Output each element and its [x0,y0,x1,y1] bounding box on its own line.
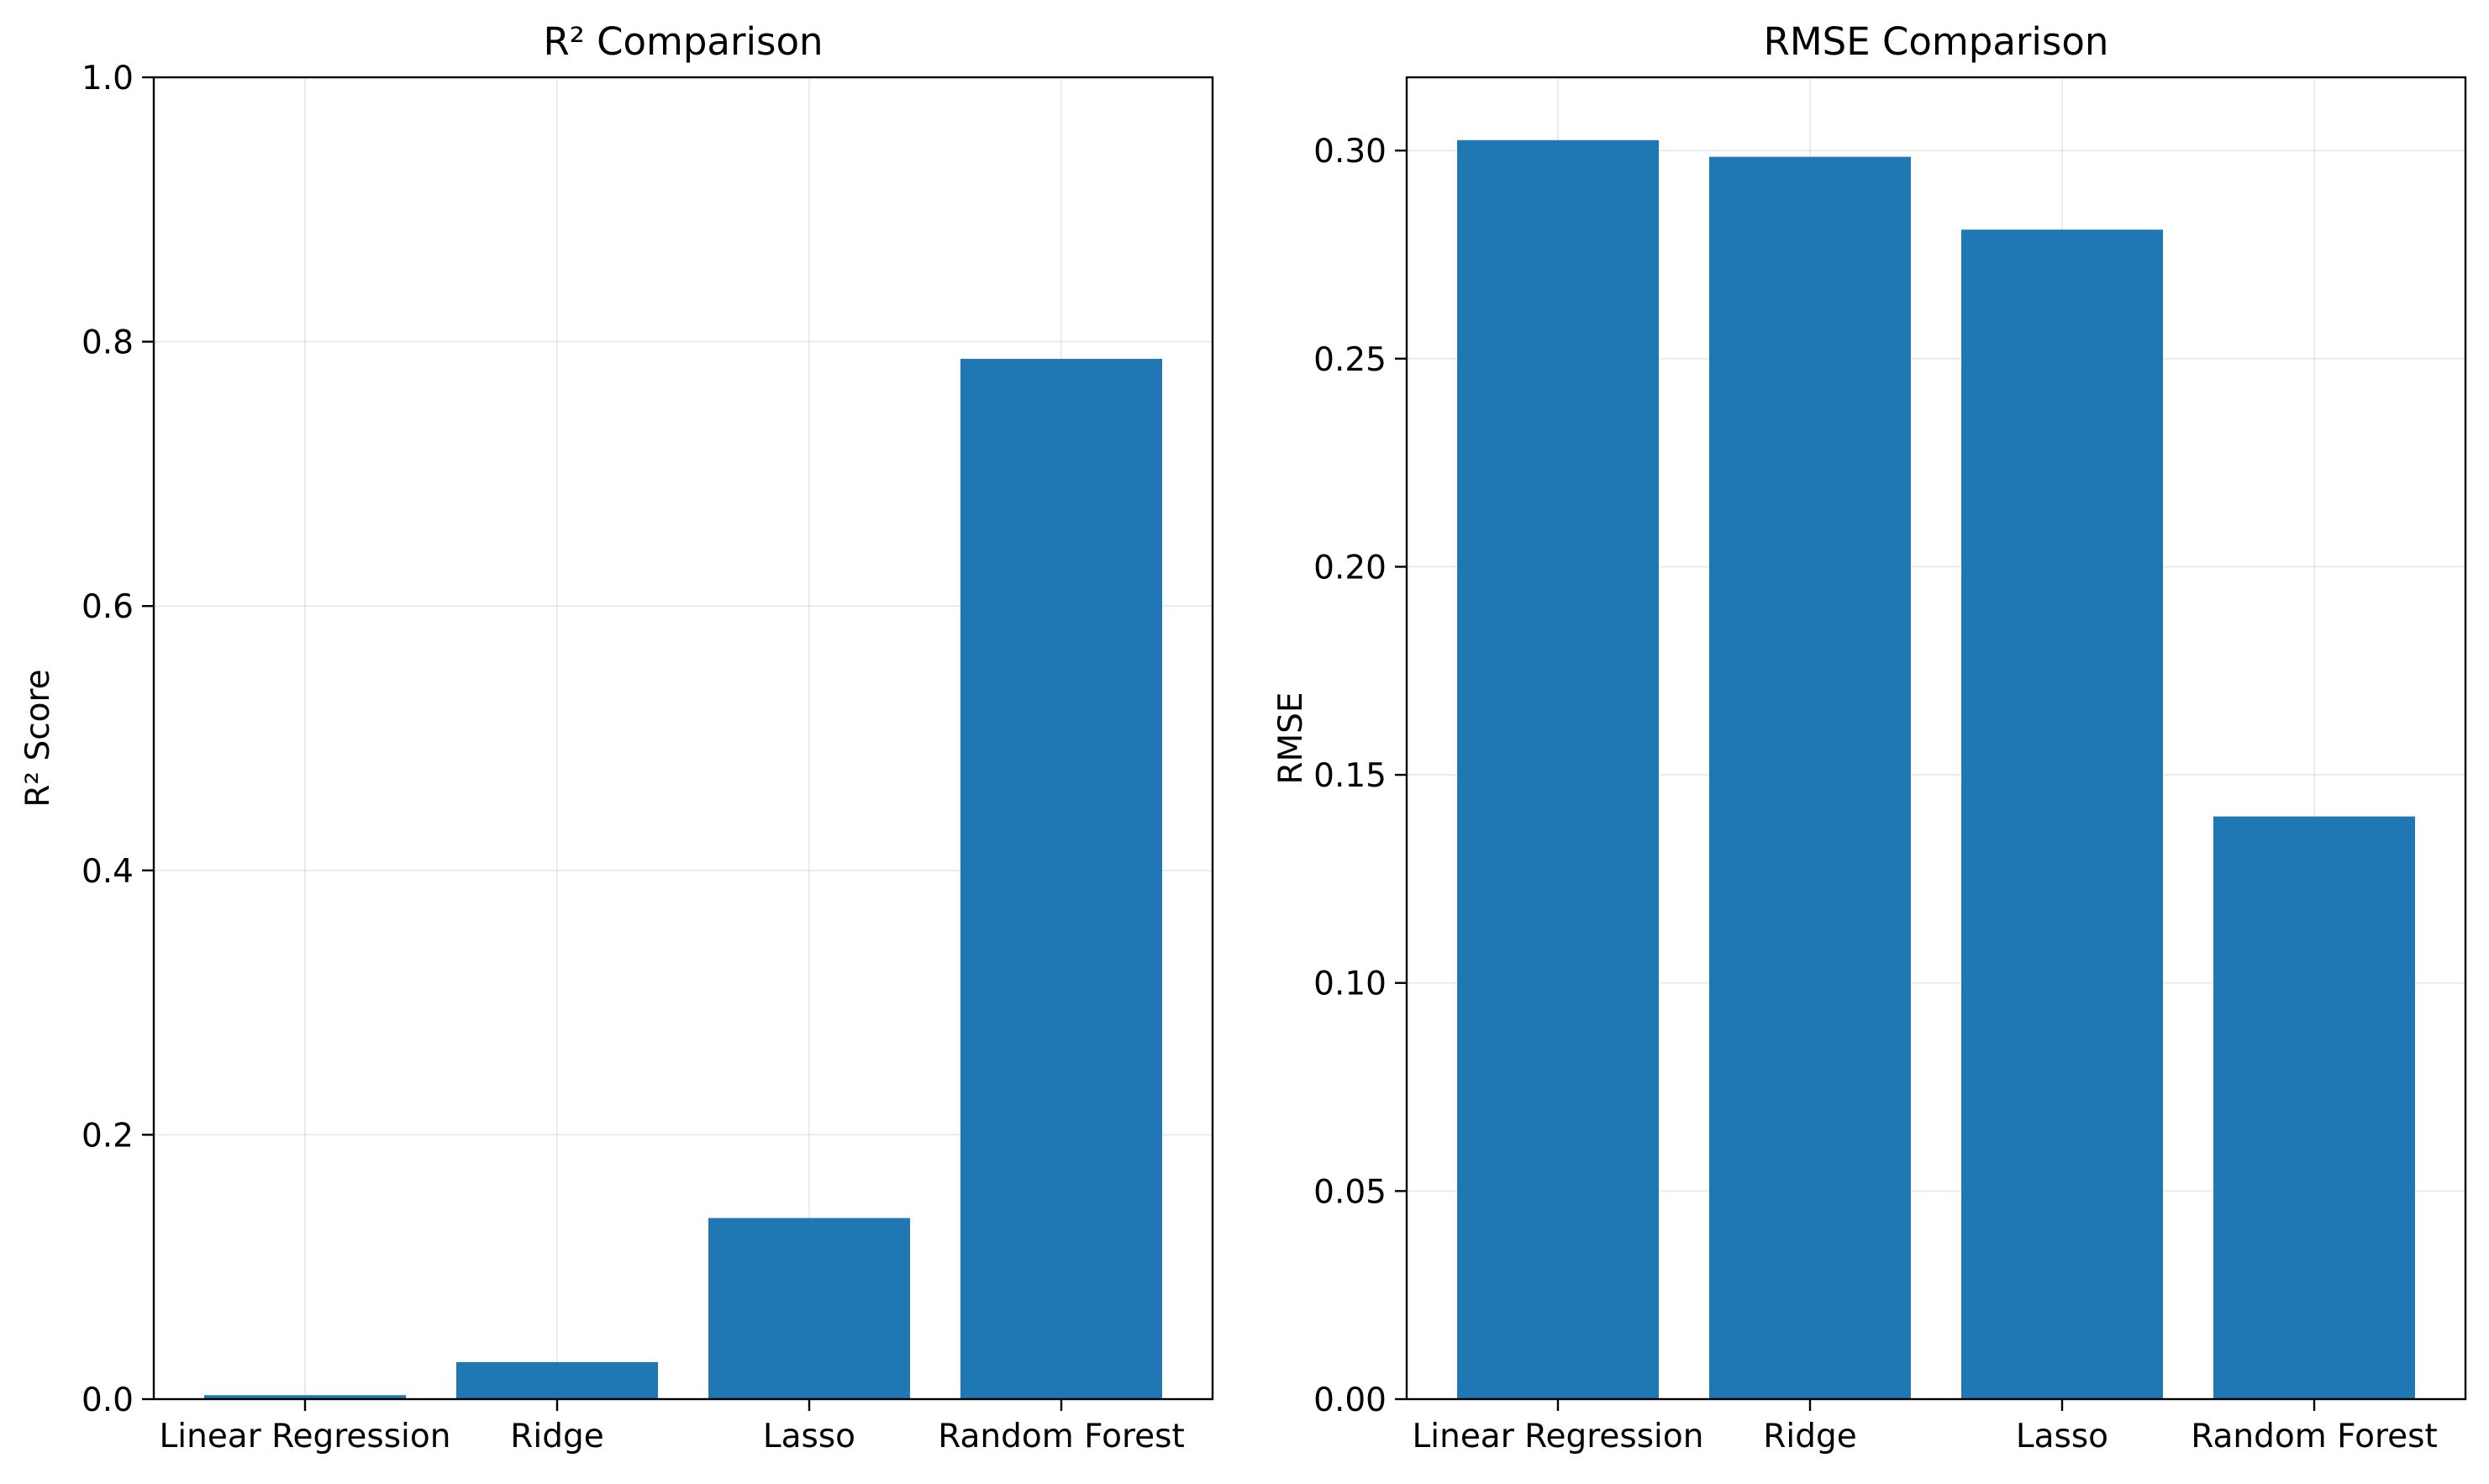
r2-y-tick-label: 0.0 [82,1381,134,1419]
r2-bar-lasso [708,1218,910,1399]
rmse-chart-title: RMSE Comparison [1764,19,2109,64]
rmse-y-tick-label: 0.25 [1313,341,1387,379]
r2-bar-random-forest [960,359,1162,1399]
r2-y-tick-label: 0.2 [82,1117,134,1155]
rmse-y-tick-label: 0.15 [1313,757,1387,795]
rmse-y-tick-label: 0.00 [1313,1381,1387,1419]
rmse-bar-random-forest [2213,816,2415,1399]
r2-x-tick-label: Ridge [510,1418,603,1455]
rmse-x-tick-label: Lasso [2016,1418,2108,1455]
r2-y-tick-label: 0.8 [82,324,134,362]
r2-plot-frame [152,76,1214,1401]
rmse-bar-linear-regression [1457,139,1659,1399]
rmse-x-tick-label: Random Forest [2191,1418,2438,1455]
r2-bars [204,359,1162,1399]
r2-y-tick-label: 0.6 [82,588,134,626]
r2-x-tick-label: Random Forest [938,1418,1185,1455]
r2-x-tick-label: Linear Regression [160,1418,451,1455]
r2-y-tick-label: 1.0 [82,60,134,97]
r2-bar-linear-regression [204,1395,406,1399]
r2-chart: 0.0 0.2 0.4 0.6 0.8 1.0 Linear Regression Ridge… [19,19,1214,1455]
rmse-bars [1457,139,2415,1400]
rmse-y-tick-label: 0.10 [1313,966,1387,1003]
rmse-y-axis-label: RMSE [1272,692,1310,784]
rmse-x-tick-label: Ridge [1763,1418,1856,1455]
rmse-y-tick-label: 0.30 [1313,133,1387,171]
rmse-y-tick-label: 0.05 [1313,1173,1387,1211]
r2-ticks: 0.0 0.2 0.4 0.6 0.8 1.0 Linear Regression Ridge… [82,60,1185,1455]
r2-y-tick-label: 0.4 [82,853,134,891]
rmse-y-tick-label: 0.20 [1313,549,1387,587]
r2-y-axis-label: R² Score [19,669,57,807]
rmse-chart: 0.00 0.05 0.10 0.15 0.20 0.25 0.30 Linear Regre… [1272,19,2467,1455]
r2-bar-ridge [456,1361,658,1399]
r2-x-tick-label: Lasso [763,1418,855,1455]
rmse-plot-frame [1405,76,2467,1401]
rmse-x-tick-label: Linear Regression [1413,1418,1704,1455]
rmse-ticks: 0.00 0.05 0.10 0.15 0.20 0.25 0.30 Linear Regre… [1313,133,2438,1455]
rmse-bar-ridge [1709,156,1911,1400]
rmse-bar-lasso [1961,229,2163,1399]
r2-chart-title: R² Comparison [543,19,823,64]
